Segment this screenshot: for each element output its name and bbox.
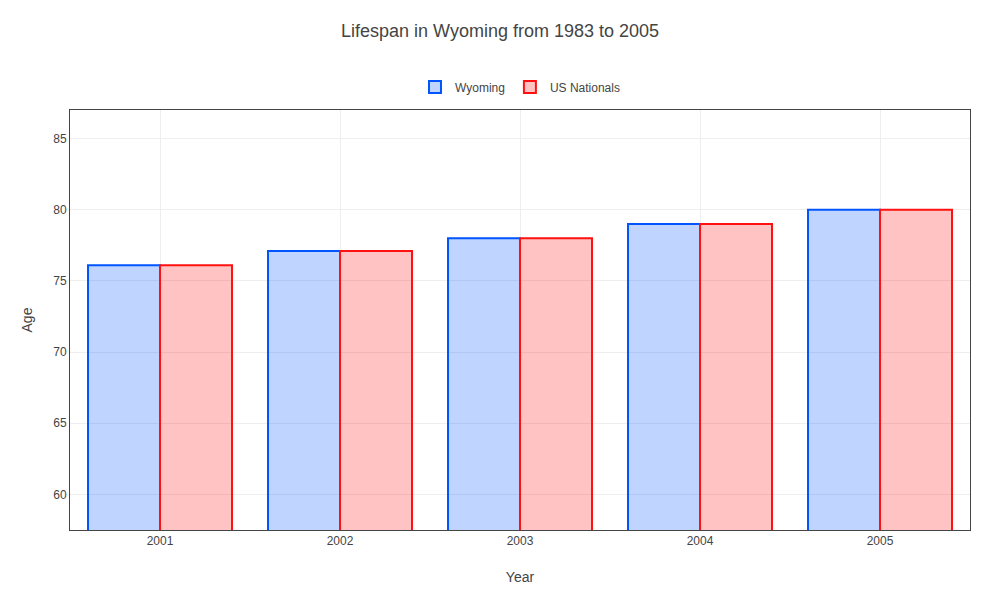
svg-text:85: 85	[53, 132, 67, 146]
svg-text:80: 80	[53, 203, 67, 217]
svg-text:2005: 2005	[867, 534, 894, 548]
svg-text:60: 60	[53, 488, 67, 502]
svg-text:US Nationals: US Nationals	[550, 81, 620, 95]
svg-text:Wyoming: Wyoming	[455, 81, 505, 95]
svg-text:2002: 2002	[327, 534, 354, 548]
svg-text:65: 65	[53, 416, 67, 430]
svg-text:Age: Age	[19, 307, 35, 332]
svg-text:Lifespan in Wyoming from 1983: Lifespan in Wyoming from 1983 to 2005	[341, 21, 659, 41]
svg-text:75: 75	[53, 274, 67, 288]
svg-text:2001: 2001	[147, 534, 174, 548]
svg-text:2004: 2004	[687, 534, 714, 548]
svg-text:2003: 2003	[507, 534, 534, 548]
svg-text:70: 70	[53, 345, 67, 359]
svg-text:Year: Year	[506, 569, 535, 585]
